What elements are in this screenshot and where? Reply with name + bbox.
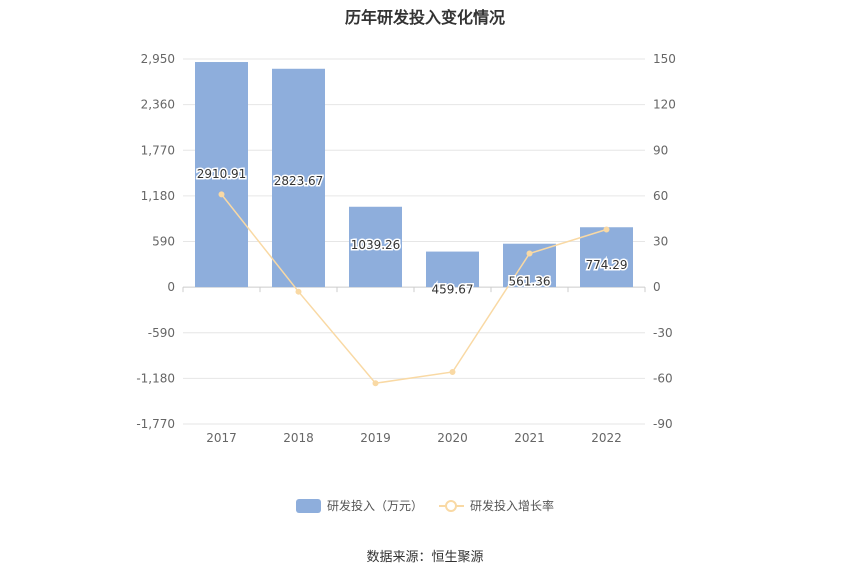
source-note: 数据来源：恒生聚源: [366, 550, 484, 565]
right-axis-tick-label: 90: [653, 143, 668, 157]
bar-data-label: 774.29: [586, 258, 628, 272]
bar-data-label: 2823.67: [274, 174, 324, 188]
legend-bar-label: 研发投入（万元）: [326, 499, 423, 513]
bar: [272, 68, 325, 288]
right-axis-tick-label: 0: [653, 280, 661, 294]
left-axis-tick-label: -1,180: [136, 371, 175, 385]
x-axis-tick-label: 2019: [360, 431, 391, 445]
bar-data-label: 459.67: [432, 283, 474, 297]
right-axis-tick-label: -60: [653, 371, 673, 385]
left-axis-tick-label: 0: [167, 280, 175, 294]
bar: [426, 251, 479, 288]
growth-point: [526, 250, 533, 257]
right-axis-tick-label: 60: [653, 189, 668, 203]
bar: [349, 206, 402, 288]
bar-data-label: 1039.26: [351, 238, 401, 252]
growth-point: [449, 368, 456, 375]
x-axis-tick-label: 2017: [206, 431, 237, 445]
right-axis-tick-label: 30: [653, 235, 668, 249]
x-axis-tick-label: 2020: [437, 431, 468, 445]
left-axis-tick-label: -1,770: [136, 417, 175, 431]
legend-line-swatch: [439, 499, 464, 513]
legend-bar-swatch: [295, 498, 321, 513]
bar-data-label: 561.36: [509, 275, 551, 289]
bar-data-label: 2910.91: [197, 167, 247, 181]
x-axis-tick-label: 2022: [591, 431, 622, 445]
growth-line: [220, 193, 607, 385]
growth-point: [603, 226, 610, 233]
left-axis-tick-label: 1,180: [141, 189, 175, 203]
legend-item-bar[interactable]: 研发投入（万元）: [295, 497, 423, 514]
chart-legend: 研发投入（万元） 研发投入增长率: [0, 497, 850, 514]
x-axis-tick-label: 2021: [514, 431, 545, 445]
bar: [580, 227, 633, 288]
left-axis-tick-label: 590: [152, 235, 175, 249]
growth-point: [295, 288, 302, 295]
chart-title: 历年研发投入变化情况: [344, 8, 505, 27]
x-axis-tick-label: 2018: [283, 431, 314, 445]
legend-line-label: 研发投入增长率: [470, 499, 555, 513]
right-axis-tick-label: -30: [653, 326, 673, 340]
left-axis-tick-label: 2,950: [141, 52, 175, 66]
left-axis-tick-label: -590: [148, 326, 175, 340]
bar: [195, 62, 248, 288]
right-axis-tick-label: 120: [653, 98, 676, 112]
growth-point: [372, 380, 379, 387]
growth-point: [218, 191, 225, 198]
right-axis-tick-label: -90: [653, 417, 673, 431]
right-axis-tick-label: 150: [653, 52, 676, 66]
legend-item-line[interactable]: 研发投入增长率: [439, 497, 554, 514]
left-axis-tick-label: 2,360: [141, 98, 175, 112]
left-axis-tick-label: 1,770: [141, 143, 175, 157]
